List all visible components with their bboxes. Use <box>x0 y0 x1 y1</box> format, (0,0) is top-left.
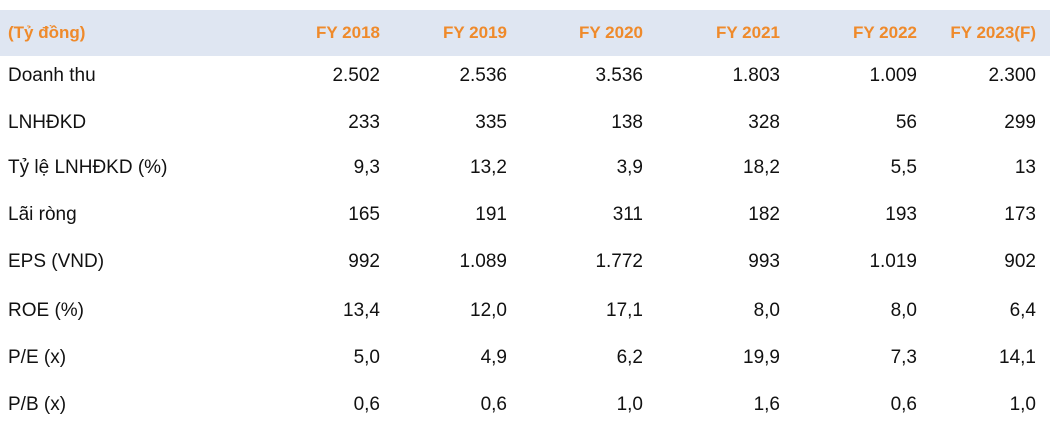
cell-value: 8,0 <box>890 300 917 321</box>
row-label: Lãi ròng <box>8 204 77 225</box>
cell-value: 173 <box>1004 204 1036 225</box>
cell-value: 993 <box>748 251 780 272</box>
cell-value: 13 <box>1014 157 1036 178</box>
row-label: P/B (x) <box>8 394 67 415</box>
cell-value: 2.502 <box>332 65 380 86</box>
cell-value: 1,0 <box>616 394 643 415</box>
cell-value: 165 <box>348 204 380 225</box>
table-row: LNHĐKD 233 335 138 328 56 299 <box>0 100 1050 146</box>
cell-value: 17,1 <box>606 300 643 321</box>
cell-value: 1.089 <box>459 251 507 272</box>
cell-value: 138 <box>611 112 643 133</box>
cell-value: 13,4 <box>343 300 380 321</box>
cell-value: 12,0 <box>470 300 507 321</box>
cell-value: 191 <box>475 204 507 225</box>
column-header-fy2022: FY 2022 <box>853 23 917 42</box>
cell-value: 0,6 <box>890 394 917 415</box>
unit-label: (Tỷ đồng) <box>8 23 86 42</box>
table-row: ROE (%) 13,4 12,0 17,1 8,0 8,0 6,4 <box>0 288 1050 334</box>
cell-value: 1.803 <box>732 65 780 86</box>
cell-value: 18,2 <box>743 157 780 178</box>
cell-value: 182 <box>748 204 780 225</box>
cell-value: 1.009 <box>869 65 917 86</box>
cell-value: 328 <box>748 112 780 133</box>
cell-value: 6,2 <box>616 347 643 368</box>
table-row: Doanh thu 2.502 2.536 3.536 1.803 1.009 … <box>0 53 1050 99</box>
cell-value: 335 <box>475 112 507 133</box>
cell-value: 6,4 <box>1009 300 1036 321</box>
row-label: EPS (VND) <box>8 251 105 272</box>
column-header-fy2023f: FY 2023(F) <box>950 23 1036 42</box>
cell-value: 3,9 <box>616 157 643 178</box>
cell-value: 193 <box>885 204 917 225</box>
table-row: P/E (x) 5,0 4,9 6,2 19,9 7,3 14,1 <box>0 335 1050 381</box>
row-label: ROE (%) <box>8 300 84 321</box>
column-header-fy2021: FY 2021 <box>716 23 780 42</box>
table-row: Tỷ lệ LNHĐKD (%) 9,3 13,2 3,9 18,2 5,5 1… <box>0 145 1050 191</box>
cell-value: 5,5 <box>890 157 917 178</box>
row-label: P/E (x) <box>8 347 67 368</box>
cell-value: 5,0 <box>353 347 380 368</box>
cell-value: 56 <box>895 112 917 133</box>
cell-value: 2.536 <box>459 65 507 86</box>
row-label: LNHĐKD <box>8 112 87 133</box>
cell-value: 7,3 <box>890 347 917 368</box>
row-label: Doanh thu <box>8 65 96 86</box>
table-row: Lãi ròng 165 191 311 182 193 173 <box>0 192 1050 238</box>
cell-value: 299 <box>1004 112 1036 133</box>
cell-value: 1.772 <box>595 251 643 272</box>
cell-value: 9,3 <box>353 157 380 178</box>
column-header-fy2020: FY 2020 <box>579 23 643 42</box>
cell-value: 19,9 <box>743 347 780 368</box>
table-header: (Tỷ đồng) FY 2018 FY 2019 FY 2020 FY 202… <box>0 10 1050 56</box>
column-header-fy2019: FY 2019 <box>443 23 507 42</box>
cell-value: 992 <box>348 251 380 272</box>
cell-value: 1,0 <box>1009 394 1036 415</box>
cell-value: 0,6 <box>480 394 507 415</box>
table-row: P/B (x) 0,6 0,6 1,0 1,6 0,6 1,0 <box>0 382 1050 428</box>
column-header-fy2018: FY 2018 <box>316 23 380 42</box>
cell-value: 4,9 <box>480 347 507 368</box>
cell-value: 233 <box>348 112 380 133</box>
cell-value: 1.019 <box>869 251 917 272</box>
cell-value: 2.300 <box>988 65 1036 86</box>
cell-value: 1,6 <box>753 394 780 415</box>
cell-value: 902 <box>1004 251 1036 272</box>
table-row: EPS (VND) 992 1.089 1.772 993 1.019 902 <box>0 239 1050 285</box>
cell-value: 8,0 <box>753 300 780 321</box>
cell-value: 13,2 <box>470 157 507 178</box>
row-label: Tỷ lệ LNHĐKD (%) <box>8 157 168 178</box>
cell-value: 311 <box>612 204 643 225</box>
cell-value: 3.536 <box>595 65 643 86</box>
cell-value: 0,6 <box>353 394 380 415</box>
cell-value: 14,1 <box>999 347 1036 368</box>
